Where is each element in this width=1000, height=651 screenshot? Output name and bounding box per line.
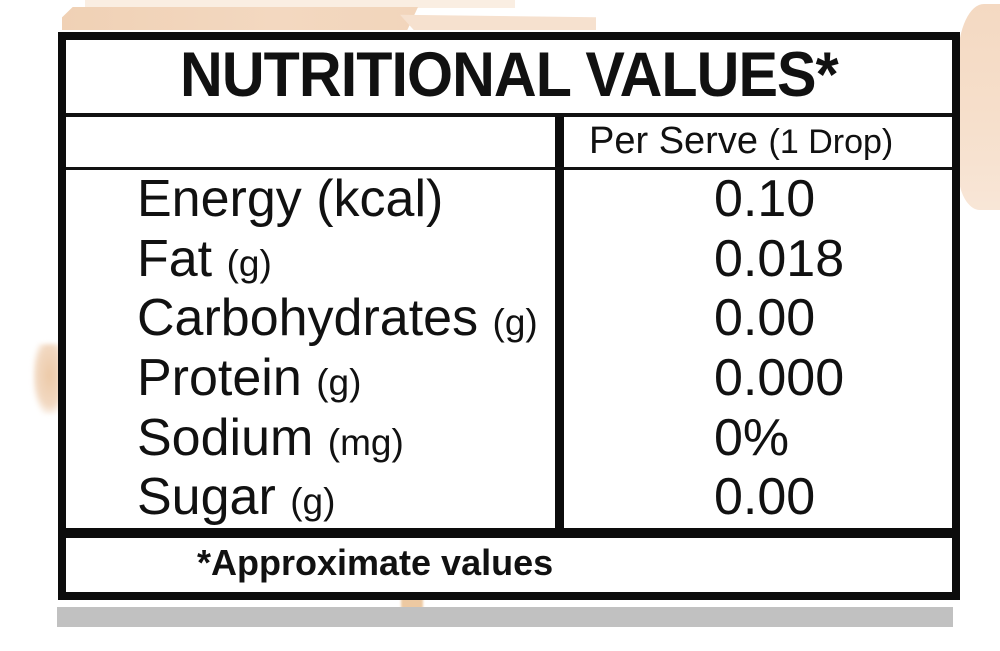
nutrient-value: 0.000: [555, 348, 952, 413]
table-footnote-row: *Approximate values: [66, 538, 952, 592]
header-per-serve-cell: Per Serve (1 Drop): [555, 117, 952, 167]
nutrient-value: 0.00: [555, 468, 952, 532]
nutrient-label: Fat (g): [66, 230, 555, 294]
nutrient-name: Protein: [137, 348, 317, 407]
top-accent-strip: [85, 0, 515, 8]
table-header-row: Per Serve (1 Drop): [66, 117, 952, 170]
top-accent-shape: [62, 7, 418, 30]
bottom-gray-bar: [57, 607, 953, 627]
nutrient-label: Carbohydrates (g): [66, 289, 555, 353]
nutrient-name: Sugar: [137, 468, 291, 527]
nutrient-row: Sodium (mg) 0%: [66, 408, 952, 473]
nutrient-value: 0.10: [555, 170, 952, 230]
nutrient-value: 0%: [555, 408, 952, 473]
nutrient-value: 0.018: [555, 229, 952, 294]
header-blank-cell: [66, 117, 555, 167]
nutrition-table: NUTRITIONAL VALUES* Per Serve (1 Drop) E…: [58, 32, 960, 600]
nutrient-label: Protein (g): [66, 349, 555, 413]
nutrient-row: Protein (g) 0.000: [66, 348, 952, 413]
nutrient-label: Energy (kcal): [66, 170, 555, 230]
nutrient-value: 0.00: [555, 289, 952, 353]
nutrient-unit: (kcal): [316, 170, 444, 228]
nutrient-unit: (mg): [327, 421, 404, 463]
nutrient-row: Energy (kcal) 0.10: [66, 170, 952, 230]
nutrient-label: Sodium (mg): [66, 409, 555, 473]
nutrient-name: Energy: [137, 170, 317, 228]
nutrient-name: Fat: [137, 229, 227, 288]
nutrient-name: Carbohydrates: [137, 289, 493, 348]
nutrition-rows: Energy (kcal) 0.10 Fat (g) 0.018 Carbohydrat…: [66, 170, 952, 532]
table-title-row: NUTRITIONAL VALUES*: [66, 40, 952, 117]
table-title: NUTRITIONAL VALUES*: [180, 40, 839, 110]
nutrient-unit: (g): [492, 302, 538, 344]
per-serve-qualifier: (1 Drop): [768, 123, 894, 161]
right-accent-shape: [958, 4, 1000, 210]
per-serve-label: Per Serve: [589, 120, 758, 162]
nutrient-unit: (g): [290, 481, 336, 523]
left-accent-blob: [33, 344, 60, 414]
footnote-text: *Approximate values: [197, 542, 554, 583]
top-accent-shape-2: [400, 14, 596, 30]
nutrient-row: Sugar (g) 0.00: [66, 468, 952, 532]
footer-separator-rule: [66, 528, 952, 538]
nutrient-unit: (g): [226, 242, 272, 284]
nutrient-unit: (g): [316, 361, 362, 403]
nutrient-label: Sugar (g): [66, 468, 555, 532]
nutrient-name: Sodium: [137, 408, 328, 467]
nutrient-row: Carbohydrates (g) 0.00: [66, 289, 952, 353]
nutrient-row: Fat (g) 0.018: [66, 229, 952, 294]
